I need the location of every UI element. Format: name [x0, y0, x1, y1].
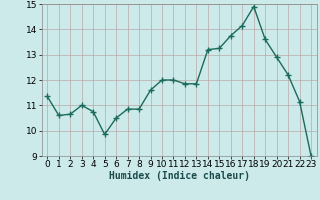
- X-axis label: Humidex (Indice chaleur): Humidex (Indice chaleur): [109, 171, 250, 181]
